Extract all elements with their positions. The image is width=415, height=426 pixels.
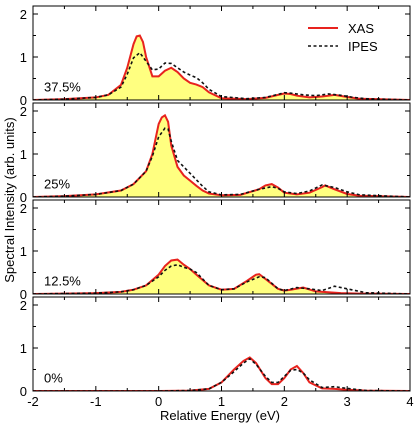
- panel-12-5pct: 0 1 2 12.5%: [20, 199, 411, 302]
- xas-fill-area: [33, 35, 410, 100]
- x-axis-label: Relative Energy (eV): [160, 408, 280, 423]
- y-tick-label: 2: [20, 298, 27, 313]
- panel-label: 0%: [44, 370, 63, 385]
- y-axis-label: Spectral Intensity (arb. units): [2, 117, 17, 282]
- panel-label: 25%: [44, 176, 70, 191]
- y-tick-label: 2: [20, 201, 27, 216]
- x-tick-labels: -2 -1 0 1 2 3 4: [27, 394, 413, 409]
- x-tick-label: 1: [218, 394, 225, 409]
- y-tick-label: 0: [20, 93, 27, 108]
- panel-frame: [32, 102, 411, 198]
- x-tick-label: 0: [155, 394, 162, 409]
- y-tick-label: 1: [20, 244, 27, 259]
- xas-series-line: [33, 113, 410, 197]
- panel-25pct: 0 1 2 25%: [20, 102, 411, 205]
- panels-layer: 0 1 2 37.5% 0 1 2 25% 0 1 2 12.5% 0 1 2 0% -2 -1 0 1 2 3 4: [20, 5, 414, 409]
- legend-label-ipes: IPES: [348, 39, 378, 54]
- xas-series-line: [33, 258, 410, 294]
- y-tick-label: 1: [20, 147, 27, 162]
- panel-label: 12.5%: [44, 273, 81, 288]
- xas-series-line: [33, 34, 410, 100]
- panel-label: 37.5%: [44, 79, 81, 94]
- y-tick-label: 1: [20, 50, 27, 65]
- y-tick-label: 0: [20, 384, 27, 399]
- x-tick-label: -2: [27, 394, 39, 409]
- x-tick-label: -1: [90, 394, 102, 409]
- axis-labels: Relative Energy (eV) Spectral Intensity …: [2, 117, 280, 423]
- panel-frame: [32, 296, 411, 392]
- y-tick-label: 1: [20, 341, 27, 356]
- ipes-series-line: [33, 51, 410, 100]
- y-tick-label: 0: [20, 190, 27, 205]
- panel-frame: [32, 199, 411, 295]
- x-tick-label: 2: [281, 394, 288, 409]
- x-tick-label: 4: [406, 394, 413, 409]
- ipes-series-line: [33, 357, 410, 391]
- legend-label-xas: XAS: [348, 21, 374, 36]
- x-tick-label: 3: [344, 394, 351, 409]
- ipes-series-line: [33, 127, 410, 197]
- y-tick-label: 2: [20, 104, 27, 119]
- xas-fill-area: [33, 115, 410, 197]
- y-tick-label: 0: [20, 287, 27, 302]
- panel-0pct: 0 1 2 0%: [20, 296, 411, 399]
- y-tick-label: 2: [20, 7, 27, 22]
- xas-series-line: [33, 356, 410, 391]
- ipes-series-line: [33, 263, 410, 294]
- panel-37-5pct: 0 1 2 37.5%: [20, 5, 411, 108]
- legend: XAS IPES: [308, 21, 378, 54]
